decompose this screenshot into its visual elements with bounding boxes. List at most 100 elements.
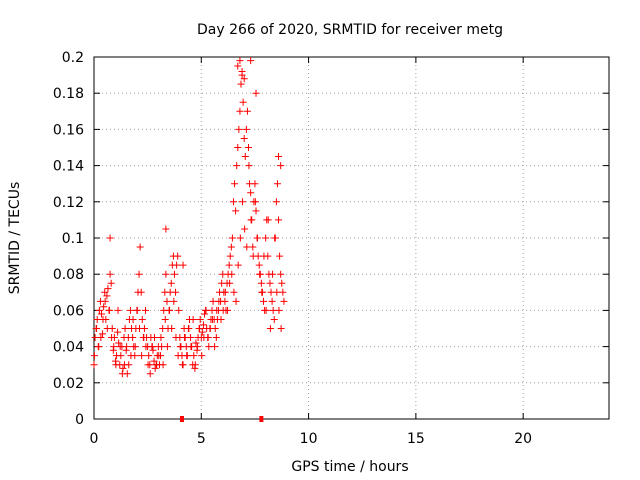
data-point — [269, 270, 277, 278]
x-tick-label: 15 — [407, 431, 425, 447]
data-point — [138, 352, 146, 360]
data-point — [234, 144, 242, 151]
data-point — [148, 343, 156, 351]
data-point — [144, 361, 152, 369]
data-point — [260, 252, 268, 260]
data-point — [163, 297, 171, 305]
data-point — [133, 306, 141, 314]
data-point — [117, 352, 125, 360]
data-point — [227, 243, 235, 251]
data-point — [277, 162, 285, 170]
data-point — [138, 315, 146, 323]
data-point — [157, 334, 165, 342]
data-point — [260, 297, 268, 305]
data-point — [279, 288, 287, 296]
data-point — [119, 364, 127, 372]
data-point — [140, 334, 148, 342]
data-point — [243, 107, 251, 115]
data-point — [223, 306, 231, 314]
data-point — [266, 279, 274, 287]
data-points — [90, 57, 288, 378]
data-point — [247, 57, 255, 65]
data-point — [231, 180, 239, 188]
y-tick-label: 0.06 — [53, 303, 84, 319]
data-point — [106, 234, 114, 242]
data-point — [95, 343, 103, 351]
data-point — [135, 270, 143, 278]
x-axis-label: GPS time / hours — [291, 459, 408, 475]
data-point — [275, 153, 283, 161]
data-point — [251, 180, 259, 188]
data-point — [238, 67, 246, 75]
y-tick-label: 0.2 — [62, 50, 84, 66]
data-point — [262, 306, 270, 314]
data-point — [100, 303, 108, 311]
data-point — [125, 361, 133, 369]
data-point — [183, 352, 191, 360]
data-point — [146, 370, 154, 378]
data-point — [228, 234, 236, 242]
axis-marker — [259, 416, 264, 422]
data-point — [215, 297, 223, 305]
data-point — [179, 261, 187, 269]
x-tick-label: 10 — [300, 431, 318, 447]
data-point — [245, 144, 252, 151]
data-point — [262, 234, 270, 242]
data-point — [187, 343, 195, 351]
data-point — [123, 343, 131, 351]
data-point — [178, 361, 186, 369]
data-point — [271, 234, 279, 242]
axis-markers — [179, 416, 264, 422]
data-point — [121, 325, 129, 332]
data-point — [185, 325, 193, 332]
data-point — [272, 198, 280, 206]
data-point — [107, 279, 115, 287]
data-point — [226, 252, 234, 260]
data-point — [264, 216, 272, 224]
data-point — [135, 325, 143, 332]
data-point — [252, 89, 260, 97]
data-point — [173, 261, 181, 269]
data-point — [198, 352, 206, 360]
data-point — [105, 306, 113, 314]
data-point — [230, 288, 238, 296]
data-point — [247, 216, 255, 224]
axis-marker — [179, 416, 184, 422]
data-point — [153, 361, 161, 369]
data-point — [118, 370, 126, 378]
data-point — [187, 334, 195, 342]
data-point — [90, 352, 98, 360]
data-point — [233, 162, 241, 170]
data-point — [159, 361, 167, 369]
data-point — [236, 107, 244, 115]
data-point — [110, 343, 118, 351]
data-point — [137, 288, 145, 296]
grid — [94, 57, 609, 419]
data-point — [99, 315, 107, 323]
data-point — [221, 297, 229, 305]
data-point — [204, 334, 212, 342]
data-point — [243, 243, 251, 251]
data-point — [99, 330, 107, 338]
data-point — [104, 285, 112, 293]
data-point — [206, 325, 214, 332]
data-point — [90, 361, 98, 369]
axes: 0 0.02 0.04 0.06 0.08 0.1 0.12 0.14 0.16 0.18 0.2 0… — [53, 50, 609, 447]
data-point — [240, 75, 248, 83]
data-point — [228, 270, 236, 278]
y-tick-label: 0.14 — [53, 159, 84, 175]
data-point — [237, 80, 245, 88]
data-point — [142, 343, 150, 351]
data-point — [241, 153, 249, 161]
data-point — [174, 352, 182, 360]
y-tick-label: 0.12 — [53, 195, 84, 211]
data-point — [131, 343, 139, 351]
data-point — [115, 339, 123, 347]
data-point — [275, 306, 283, 314]
data-point — [211, 343, 219, 351]
data-point — [266, 325, 274, 332]
data-point — [232, 297, 240, 305]
data-point — [176, 343, 184, 351]
data-point — [101, 297, 109, 305]
x-tick-label: 20 — [514, 431, 532, 447]
